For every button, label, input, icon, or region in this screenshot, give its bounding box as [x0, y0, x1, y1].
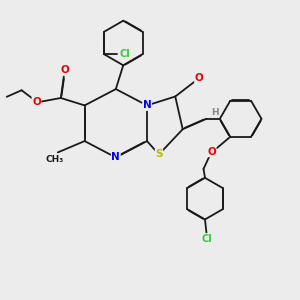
Text: O: O: [32, 97, 41, 106]
Text: O: O: [60, 65, 69, 75]
Text: Cl: Cl: [120, 49, 131, 59]
Text: O: O: [207, 147, 216, 157]
Text: S: S: [155, 149, 163, 160]
Text: O: O: [195, 73, 203, 83]
Text: H: H: [211, 108, 219, 117]
Text: CH₃: CH₃: [45, 155, 63, 164]
Text: N: N: [143, 100, 152, 110]
Text: N: N: [111, 152, 120, 162]
Text: Cl: Cl: [201, 234, 212, 244]
